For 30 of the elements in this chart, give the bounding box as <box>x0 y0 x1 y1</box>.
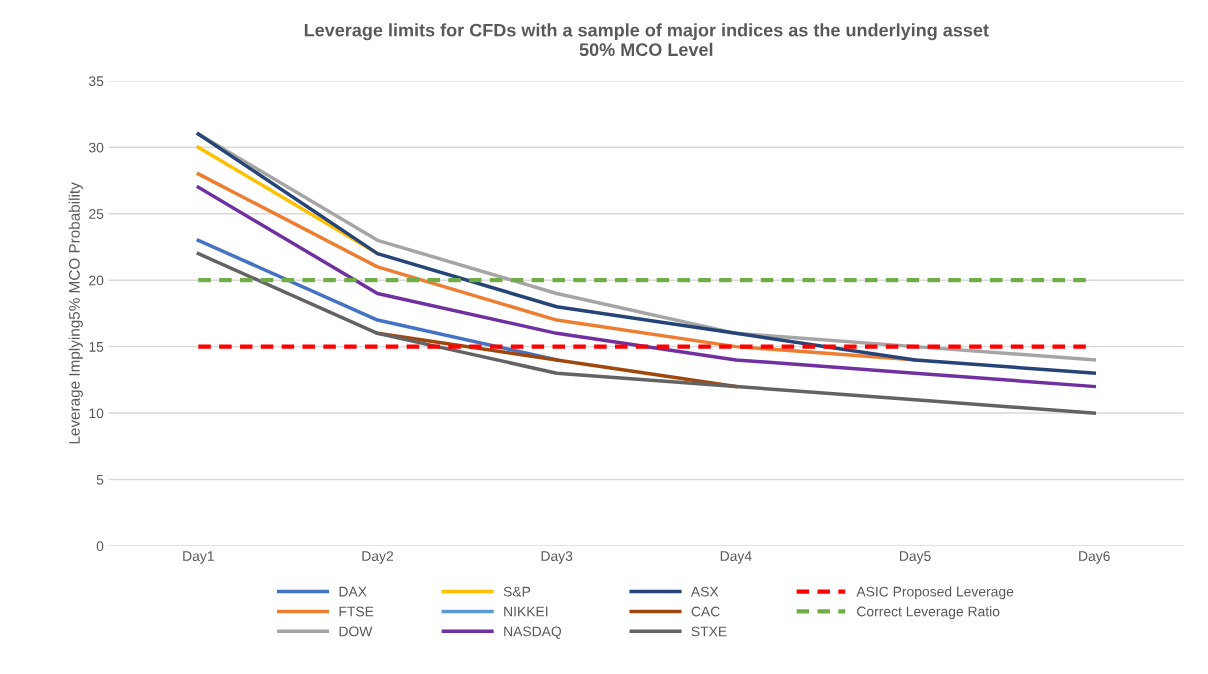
x-tick-label: Day2 <box>362 551 394 564</box>
line-series <box>196 172 917 362</box>
y-tick-label: 25 <box>89 209 104 219</box>
y-tick-label: 30 <box>88 142 104 153</box>
legend-label: CAC <box>691 606 720 617</box>
legend-label: DOW <box>339 626 373 637</box>
legend-label: ASX <box>690 586 719 597</box>
y-tick-label: 10 <box>89 408 104 419</box>
line-series <box>196 185 1096 389</box>
legend-label: ASIC Proposed Leverage <box>856 586 1014 600</box>
legend-label: S&P <box>503 586 531 597</box>
y-axis-title: Leverage Implying5% MCO Probability <box>68 182 83 444</box>
legend-label: NASDAQ <box>504 626 562 639</box>
legend-label: NIKKEI <box>504 606 548 617</box>
x-tick-label: Day4 <box>720 551 752 564</box>
x-tick-label: Day5 <box>899 551 931 564</box>
y-tick-label: 15 <box>89 342 104 352</box>
x-tick-label: Day6 <box>1079 551 1110 564</box>
y-tick-label: 0 <box>96 541 104 552</box>
legend-label: FTSE <box>339 606 374 617</box>
line-series <box>196 251 1096 415</box>
legend-label: STXE <box>691 626 727 637</box>
chart-title: Leverage limits for CFDs with a sample of major indices as the underlying asset 50% MCO Level <box>304 23 989 57</box>
y-tick-label: 20 <box>89 275 104 286</box>
y-tick-label: 35 <box>88 76 104 87</box>
legend-label: DAX <box>339 586 367 597</box>
y-tick-label: 5 <box>96 474 104 485</box>
x-tick-label: Day1 <box>183 551 214 564</box>
x-tick-label: Day3 <box>541 551 573 564</box>
legend-label: Correct Leverage Ratio <box>857 606 1000 620</box>
